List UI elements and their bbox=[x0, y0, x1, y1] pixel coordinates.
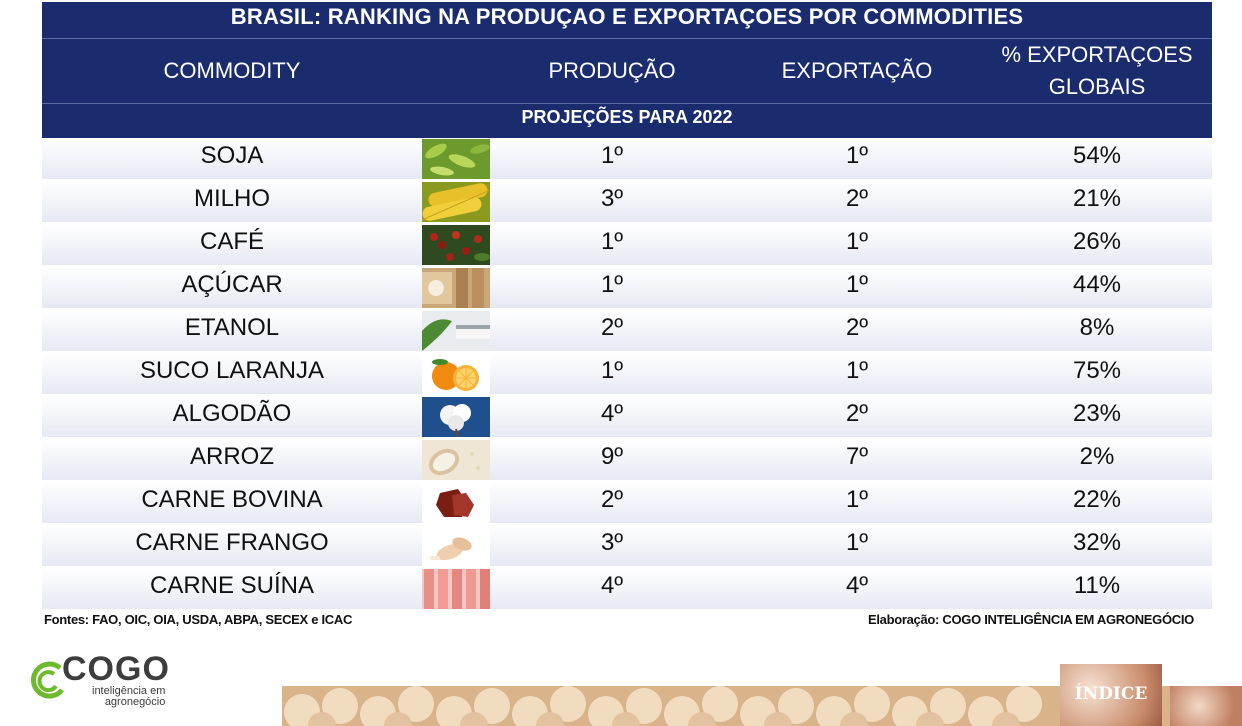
producao-rank: 1º bbox=[600, 271, 624, 298]
commodity-name: CARNE FRANGO bbox=[135, 529, 329, 556]
producao-rank: 3º bbox=[600, 529, 624, 556]
header-exportacao: EXPORTAÇÃO bbox=[781, 58, 933, 83]
pct-exportacoes: 23% bbox=[1072, 400, 1122, 427]
table-header: COMMODITY PRODUÇÃO EXPORTAÇÃO % EXPORTAÇ… bbox=[42, 38, 1212, 103]
table-row: ETANOL 2º 2º 8% bbox=[42, 310, 1212, 351]
commodity-table-body: SOJA 1º 1º 54% MILHO 3º 2º 21% CAFÉ 1º 1… bbox=[42, 138, 1212, 611]
projection-subtitle: PROJEÇÕES PARA 2022 bbox=[42, 103, 1212, 139]
cotton-icon bbox=[422, 397, 490, 437]
corn-icon bbox=[422, 182, 490, 222]
pct-exportacoes: 8% bbox=[1079, 314, 1115, 341]
producao-rank: 9º bbox=[600, 443, 624, 470]
exportacao-rank: 1º bbox=[845, 271, 869, 298]
logo-tagline-line1: inteligência em bbox=[92, 685, 166, 697]
cogo-logo-icon bbox=[30, 661, 64, 699]
exportacao-rank: 2º bbox=[845, 314, 869, 341]
exportacao-rank: 1º bbox=[845, 486, 869, 513]
header-pct-exportacoes: % EXPORTAÇOES GLOBAIS bbox=[982, 39, 1212, 103]
header-pct-line2: GLOBAIS bbox=[1048, 74, 1146, 99]
pct-exportacoes: 2% bbox=[1079, 443, 1115, 470]
exportacao-rank: 7º bbox=[845, 443, 869, 470]
pct-exportacoes: 11% bbox=[1073, 572, 1121, 599]
sugar-icon bbox=[422, 268, 490, 308]
chicken-icon bbox=[422, 526, 490, 566]
exportacao-rank: 1º bbox=[845, 357, 869, 384]
producao-rank: 4º bbox=[600, 572, 624, 599]
table-row: SOJA 1º 1º 54% bbox=[42, 138, 1212, 179]
coffee-icon bbox=[422, 225, 490, 265]
exportacao-rank: 1º bbox=[845, 142, 869, 169]
producao-rank: 1º bbox=[600, 142, 624, 169]
producao-rank: 1º bbox=[600, 357, 624, 384]
sources-note: Fontes: FAO, OIC, OIA, USDA, ABPA, SECEX… bbox=[44, 612, 353, 627]
soy-icon bbox=[422, 139, 490, 179]
pct-exportacoes: 21% bbox=[1072, 185, 1122, 212]
ethanol-icon bbox=[422, 311, 490, 351]
pct-exportacoes: 44% bbox=[1072, 271, 1122, 298]
logo-tagline-line2: agronegócio bbox=[104, 696, 166, 708]
exportacao-rank: 4º bbox=[845, 572, 869, 599]
next-page-thumbnail[interactable] bbox=[1170, 686, 1242, 726]
exportacao-rank: 1º bbox=[845, 228, 869, 255]
pct-exportacoes: 26% bbox=[1072, 228, 1122, 255]
pork-icon bbox=[422, 569, 490, 609]
logo-tagline: inteligência em agronegócio bbox=[92, 686, 165, 708]
commodity-name: CARNE BOVINA bbox=[141, 486, 323, 513]
exportacao-rank: 1º bbox=[845, 529, 869, 556]
commodity-name: AÇÚCAR bbox=[181, 271, 283, 298]
index-button[interactable]: ÍNDICE bbox=[1060, 664, 1162, 726]
rice-icon bbox=[422, 440, 490, 480]
commodity-name: ARROZ bbox=[190, 443, 274, 470]
exportacao-rank: 2º bbox=[845, 400, 869, 427]
pct-exportacoes: 32% bbox=[1072, 529, 1122, 556]
commodity-name: ETANOL bbox=[184, 314, 280, 341]
header-producao: PRODUÇÃO bbox=[548, 58, 676, 83]
table-row: CAFÉ 1º 1º 26% bbox=[42, 224, 1212, 265]
logo-wordmark: COGO bbox=[62, 650, 170, 688]
producao-rank: 2º bbox=[600, 314, 624, 341]
cogo-logo: COGO inteligência em agronegócio bbox=[26, 650, 196, 712]
credit-note: Elaboração: COGO INTELIGÊNCIA EM AGRONEG… bbox=[867, 612, 1194, 627]
table-row: ALGODÃO 4º 2º 23% bbox=[42, 396, 1212, 437]
commodity-name: SUCO LARANJA bbox=[139, 357, 325, 384]
table-row: AÇÚCAR 1º 1º 44% bbox=[42, 267, 1212, 308]
table-row: CARNE BOVINA 2º 1º 22% bbox=[42, 482, 1212, 523]
producao-rank: 1º bbox=[600, 228, 624, 255]
table-row: CARNE SUÍNA 4º 4º 11% bbox=[42, 568, 1212, 609]
index-button-label: ÍNDICE bbox=[1074, 684, 1148, 704]
commodity-name: CAFÉ bbox=[199, 228, 264, 255]
producao-rank: 4º bbox=[600, 400, 624, 427]
commodity-name: SOJA bbox=[200, 142, 264, 169]
table-row: SUCO LARANJA 1º 1º 75% bbox=[42, 353, 1212, 394]
exportacao-rank: 2º bbox=[845, 185, 869, 212]
orange-icon bbox=[422, 354, 490, 394]
commodity-name: MILHO bbox=[193, 185, 270, 212]
table-row: CARNE FRANGO 3º 1º 32% bbox=[42, 525, 1212, 566]
commodity-name: ALGODÃO bbox=[172, 400, 292, 427]
pct-exportacoes: 75% bbox=[1072, 357, 1122, 384]
commodity-name: CARNE SUÍNA bbox=[149, 572, 315, 599]
pct-exportacoes: 22% bbox=[1072, 486, 1122, 513]
table-row: MILHO 3º 2º 21% bbox=[42, 181, 1212, 222]
header-pct-line1: % EXPORTAÇOES bbox=[1001, 42, 1193, 67]
beef-icon bbox=[422, 483, 490, 523]
pct-exportacoes: 54% bbox=[1072, 142, 1122, 169]
producao-rank: 2º bbox=[600, 486, 624, 513]
table-title: BRASIL: RANKING NA PRODUÇAO E EXPORTAÇOE… bbox=[42, 2, 1212, 38]
header-commodity: COMMODITY bbox=[163, 58, 301, 83]
table-row: ARROZ 9º 7º 2% bbox=[42, 439, 1212, 480]
producao-rank: 3º bbox=[600, 185, 624, 212]
